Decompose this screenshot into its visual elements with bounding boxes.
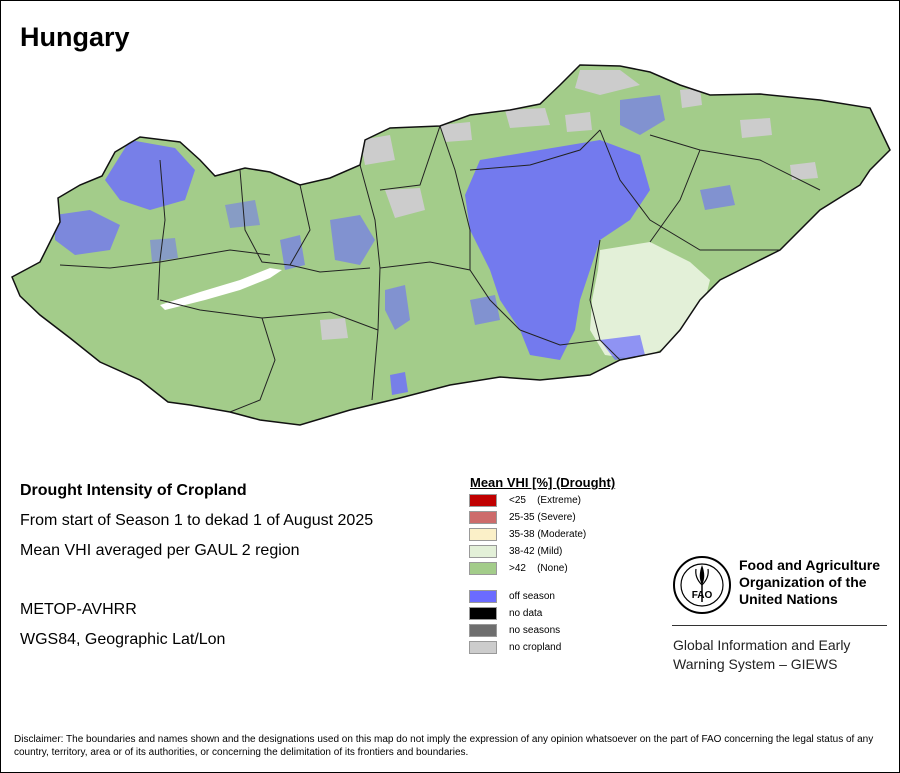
svg-text:FAO: FAO (692, 590, 713, 601)
legend-swatch (469, 641, 497, 654)
off-season-patches (55, 95, 735, 395)
legend-item: no seasons (469, 624, 560, 637)
fao-name-line-2: Organization of the (739, 574, 867, 590)
legend-item: no cropland (469, 641, 561, 654)
legend-item: <25 (Extreme) (469, 494, 581, 507)
legend-item: >42 (None) (469, 562, 568, 575)
logo-divider (672, 625, 887, 626)
legend-item: 38-42 (Mild) (469, 545, 562, 558)
legend-swatch (469, 545, 497, 558)
legend-label: 38-42 (Mild) (509, 546, 563, 557)
hungary-map (11, 64, 891, 426)
disclaimer-text: Disclaimer: The boundaries and names sho… (14, 734, 874, 758)
legend-label: no data (509, 608, 543, 619)
legend-item: off season (469, 590, 555, 603)
legend-swatch (469, 590, 497, 603)
method-text: Mean VHI averaged per GAUL 2 region (20, 542, 300, 559)
legend-label: >42 (None) (509, 563, 568, 574)
period-text: From start of Season 1 to dekad 1 of Aug… (20, 512, 374, 529)
legend-item: no data (469, 607, 542, 620)
map-title: Hungary (20, 22, 130, 52)
fao-organization-name: Food and Agriculture Organization of the… (739, 557, 889, 608)
legend-label: <25 (Extreme) (509, 495, 581, 506)
map-subtitle: Drought Intensity of Cropland (20, 482, 247, 499)
sensor-text: METOP-AVHRR (20, 601, 137, 618)
giews-name: Global Information and Early Warning Sys… (673, 636, 888, 674)
giews-line-1: Global Information and Early (673, 637, 851, 653)
projection-text: WGS84, Geographic Lat/Lon (20, 631, 226, 648)
no-cropland-patches (320, 70, 818, 340)
legend-label: off season (509, 591, 555, 602)
legend-swatch (469, 624, 497, 637)
legend-item: 25-35 (Severe) (469, 511, 576, 524)
legend-label: no cropland (509, 642, 562, 653)
legend-swatch (469, 562, 497, 575)
legend-swatch (469, 511, 497, 524)
legend-swatch (469, 607, 497, 620)
fao-name-line-3: United Nations (739, 591, 838, 607)
legend-title: Mean VHI [%] (Drought) (470, 475, 616, 490)
national-border (11, 64, 891, 426)
legend-label: no seasons (509, 625, 561, 636)
legend-label: 25-35 (Severe) (509, 512, 576, 523)
giews-line-2: Warning System – GIEWS (673, 656, 838, 672)
legend-swatch (469, 494, 497, 507)
fao-name-line-1: Food and Agriculture (739, 557, 881, 573)
legend-label: 35-38 (Moderate) (509, 529, 587, 540)
legend-item: 35-38 (Moderate) (469, 528, 586, 541)
lake-balaton (160, 268, 282, 310)
legend-swatch (469, 528, 497, 541)
region-borders (59, 125, 821, 413)
fao-logo-icon: FAO (673, 556, 731, 614)
